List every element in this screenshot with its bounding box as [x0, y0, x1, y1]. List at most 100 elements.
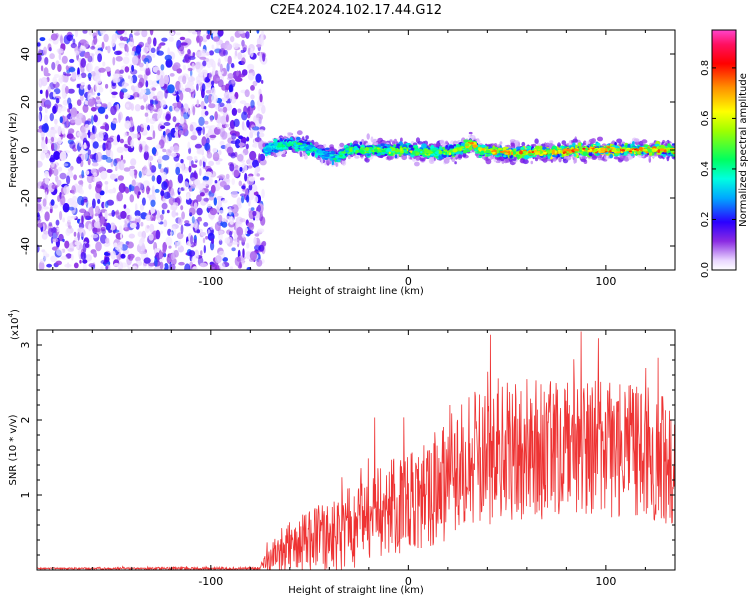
spectrogram-noise-cell: [66, 34, 74, 42]
spectrogram-noise-cell: [256, 259, 263, 267]
spectrogram-noise-cell: [141, 197, 146, 206]
spectrogram-noise-cell: [113, 262, 120, 267]
spectrogram-noise-cell: [231, 204, 239, 214]
spectrogram-noise-cell: [192, 131, 196, 136]
spectrogram-noise-cell: [44, 57, 49, 65]
spectrogram-noise-cell: [80, 251, 86, 260]
spectrogram-noise-cell: [40, 65, 44, 72]
spectrogram-noise-cell: [138, 245, 146, 252]
spectrogram-noise-cell: [163, 219, 168, 228]
spectrogram-noise-cell: [199, 192, 205, 197]
spectrogram-noise-cell: [91, 115, 94, 125]
spectrogram-noise-cell: [88, 132, 97, 140]
spectrogram-noise-cell: [95, 69, 100, 80]
spectrogram-noise-cell: [170, 231, 173, 235]
spectrogram-noise-cell: [84, 120, 92, 126]
spectrogram-noise-cell: [79, 189, 84, 195]
spectrogram-noise-cell: [57, 195, 61, 202]
spectrogram-noise-cell: [249, 150, 257, 161]
spectrogram-signal-body: [577, 142, 582, 147]
spectrogram-noise-cell: [144, 112, 149, 117]
spectrogram-noise-cell: [239, 100, 247, 105]
spectrogram-signal-halo: [522, 159, 529, 165]
spectrogram-noise-cell: [210, 184, 216, 194]
spectrogram-noise-cell: [39, 106, 43, 112]
spectrogram-noise-cell: [196, 31, 201, 36]
spectrogram-noise-cell: [149, 223, 155, 233]
spectrogram-noise-cell: [130, 139, 134, 149]
spectrogram-noise-cell: [177, 173, 184, 184]
spectrogram-signal-body: [372, 146, 376, 149]
spectrogram-signal-halo: [322, 143, 327, 148]
spectrogram-noise-cell: [216, 123, 223, 130]
spectrogram-noise-cell: [110, 150, 114, 160]
spectrogram-noise-cell: [166, 209, 170, 214]
spectrogram-noise-cell: [187, 110, 192, 115]
spectrogram-noise-cell: [49, 208, 53, 214]
spectrogram-noise-cell: [165, 236, 173, 246]
spectrogram-noise-cell: [210, 87, 216, 96]
spectrogram-signal-body: [439, 145, 442, 151]
spectrogram-noise-cell: [231, 178, 235, 186]
spectrogram-signal-body: [299, 147, 304, 151]
spectrogram-noise-cell: [115, 166, 118, 172]
spectrogram-noise-cell: [238, 135, 244, 140]
spectrogram-noise-cell: [202, 237, 206, 244]
spectrogram-noise-cell: [211, 80, 215, 86]
spectrogram-signal-halo: [549, 140, 554, 144]
spectrogram-noise-cell: [219, 140, 225, 146]
spectrogram-noise-cell: [44, 191, 48, 202]
spectrogram-noise-cell: [214, 103, 221, 111]
spectrogram-noise-cell: [110, 250, 116, 260]
spectrogram-noise-cell: [51, 61, 56, 71]
spectrogram-signal-body: [535, 145, 540, 150]
spectrogram-noise-cell: [106, 169, 113, 173]
spectrogram-signal-halo: [561, 140, 567, 146]
spectrogram-signal-body: [408, 144, 413, 148]
spectrogram-noise-cell: [246, 119, 250, 128]
spectrogram-noise-cell: [116, 244, 123, 253]
spectrogram-noise-cell: [193, 202, 198, 210]
spectrogram-signal-halo: [573, 158, 576, 164]
spectrogram-noise-cell: [74, 237, 78, 241]
spectrogram-noise-cell: [260, 34, 264, 44]
spectrogram-noise-cell: [188, 187, 193, 192]
spectrogram-signal-halo: [305, 135, 309, 140]
spectrogram-noise-cell: [156, 90, 164, 101]
spectrogram-noise-cell: [40, 77, 48, 87]
spectrogram-noise-cell: [217, 30, 224, 37]
spectrogram-noise-cell: [209, 115, 213, 122]
spectrogram-noise-cell: [186, 155, 193, 161]
spectrogram-noise-cell: [93, 177, 101, 183]
spectrogram-noise-cell: [129, 222, 137, 229]
spectrogram-noise-cell: [241, 233, 245, 238]
spectrogram-noise-cell: [64, 73, 72, 77]
spectrogram-noise-cell: [178, 261, 185, 266]
spectrogram-noise-cell: [111, 94, 116, 99]
spectrogram-noise-cell: [202, 60, 207, 67]
spectrogram-noise-cell: [184, 87, 192, 92]
spectrogram-signal-body: [387, 152, 394, 156]
spectrogram-noise-cell: [91, 91, 96, 96]
spectrogram-noise-cell: [219, 115, 227, 125]
spectrogram-noise-cell: [47, 43, 52, 51]
spectrogram-noise-cell: [42, 250, 48, 260]
spectrogram-noise-cell: [211, 94, 218, 104]
spectrogram-noise-cell: [256, 173, 260, 177]
spectrogram-noise-cell: [134, 32, 140, 36]
spectrogram-noise-cell: [79, 39, 87, 44]
spectrogram-noise-cell: [96, 217, 100, 222]
spectrogram-noise-cell: [56, 179, 62, 186]
spectrogram-noise-cell: [145, 67, 151, 76]
spectrogram-noise-cell: [168, 245, 172, 249]
spectrogram-noise-cell: [132, 125, 135, 132]
spectrogram-noise-cell: [61, 127, 65, 135]
spectrogram-noise-cell: [47, 86, 51, 92]
spectrogram-noise-cell: [170, 187, 175, 196]
spectrogram-noise-cell: [113, 77, 121, 83]
spectrogram-noise-cell: [169, 73, 175, 77]
spectrogram-noise-cell: [59, 105, 67, 112]
spectrogram-noise-cell: [140, 221, 144, 227]
spectrogram-noise-cell: [124, 52, 130, 57]
spectrogram-signal-body: [304, 139, 308, 142]
